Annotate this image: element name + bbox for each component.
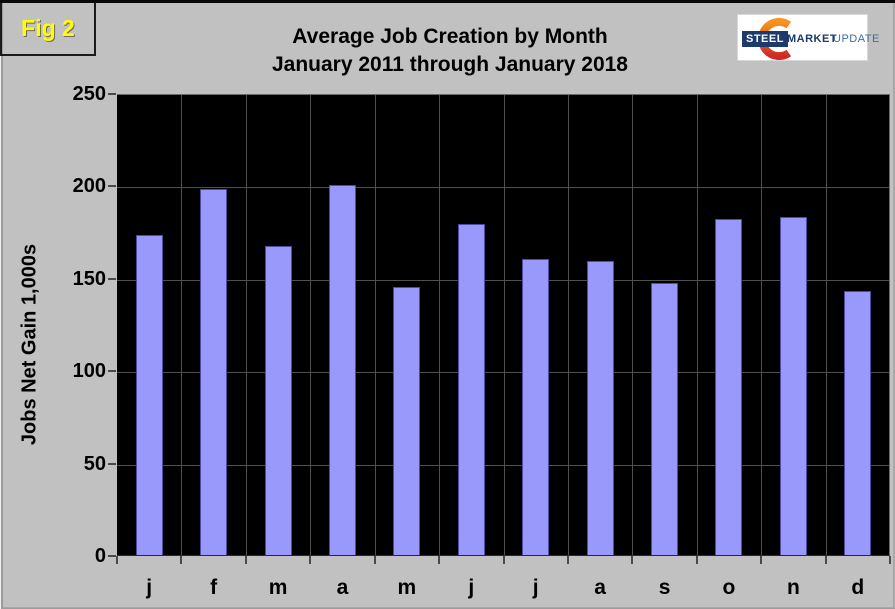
bar-s-9: [651, 283, 679, 555]
x-tick-mark: [889, 556, 891, 564]
y-tick-label-250: 250: [72, 83, 106, 105]
y-tick-mark: [108, 185, 116, 188]
v-gridline: [181, 95, 183, 555]
bar-f-2: [200, 189, 228, 555]
v-gridline: [310, 95, 312, 555]
h-gridline-100: [117, 372, 889, 374]
x-tick-label-f-2: f: [210, 576, 218, 599]
x-tick-label-a-4: a: [336, 576, 349, 599]
x-tick-mark: [116, 556, 118, 564]
x-tick-mark: [502, 556, 505, 564]
v-gridline: [374, 95, 376, 555]
v-gridline: [696, 95, 698, 555]
v-gridline: [632, 95, 634, 555]
x-tick-label-s-9: s: [658, 576, 671, 599]
y-tick-mark: [108, 277, 116, 280]
bar-j-1: [135, 235, 163, 555]
x-tick-mark: [631, 556, 634, 564]
y-tick-mark: [108, 555, 116, 557]
x-tick-label-o-10: o: [722, 576, 736, 599]
x-tick-label-j-7: j: [532, 576, 539, 599]
chart-subtitle: January 2011 through January 2018: [271, 53, 628, 76]
x-tick-label-j-1: j: [146, 576, 153, 599]
bar-j-6: [457, 224, 485, 555]
x-tick-mark: [309, 556, 312, 564]
h-gridline-150: [117, 279, 889, 281]
v-gridline: [503, 95, 505, 555]
x-tick-label-m-5: m: [397, 576, 417, 599]
bar-m-5: [393, 287, 421, 555]
x-tick-mark: [824, 556, 827, 564]
y-axis-title: Jobs Net Gain 1,000s: [18, 243, 41, 446]
x-tick-label-j-6: j: [468, 576, 475, 599]
bar-j-7: [522, 259, 550, 555]
figure-label-box: Fig 2: [0, 3, 96, 56]
x-tick-mark: [373, 556, 376, 564]
bar-n-11: [779, 216, 807, 555]
x-tick-mark: [566, 556, 569, 564]
figure-label: Fig 2: [21, 14, 75, 41]
chart-title: Average Job Creation by Month: [292, 25, 608, 48]
x-tick-label-d-12: d: [851, 576, 865, 599]
x-tick-label-a-8: a: [594, 576, 606, 599]
h-gridline-50: [117, 464, 889, 466]
plot-area: [117, 94, 890, 556]
bar-d-12: [844, 290, 872, 555]
v-gridline: [245, 95, 247, 555]
steel-market-update-logo: STEEL MARKET UPDATE: [737, 14, 879, 61]
y-tick-label-0: 0: [94, 545, 106, 567]
v-gridline: [825, 95, 827, 555]
y-tick-mark: [108, 370, 116, 373]
v-gridline: [439, 95, 441, 555]
bar-m-3: [264, 246, 292, 555]
logo-update-text: UPDATE: [833, 33, 880, 45]
y-tick-label-100: 100: [72, 360, 106, 383]
y-tick-label-150: 150: [72, 267, 106, 290]
bar-o-10: [715, 218, 743, 555]
bar-a-4: [328, 185, 356, 555]
chart-title-block: Average Job Creation by Month January 20…: [110, 23, 790, 79]
x-tick-label-n-11: n: [786, 576, 800, 599]
logo-steel-text: STEEL: [742, 31, 788, 47]
y-tick-label-50: 50: [83, 452, 106, 475]
x-tick-label-m-3: m: [268, 576, 288, 599]
h-gridline-200: [117, 187, 889, 189]
v-gridline: [761, 95, 763, 555]
bar-a-8: [586, 261, 614, 555]
y-tick-mark: [108, 462, 116, 465]
x-tick-mark: [438, 556, 441, 564]
y-tick-mark: [108, 93, 116, 95]
x-tick-mark: [695, 556, 698, 564]
x-tick-mark: [244, 556, 247, 564]
y-tick-label-200: 200: [72, 175, 106, 198]
x-tick-mark: [760, 556, 763, 564]
logo-market-text: MARKET: [787, 33, 838, 45]
v-gridline: [567, 95, 569, 555]
x-tick-mark: [180, 556, 183, 564]
